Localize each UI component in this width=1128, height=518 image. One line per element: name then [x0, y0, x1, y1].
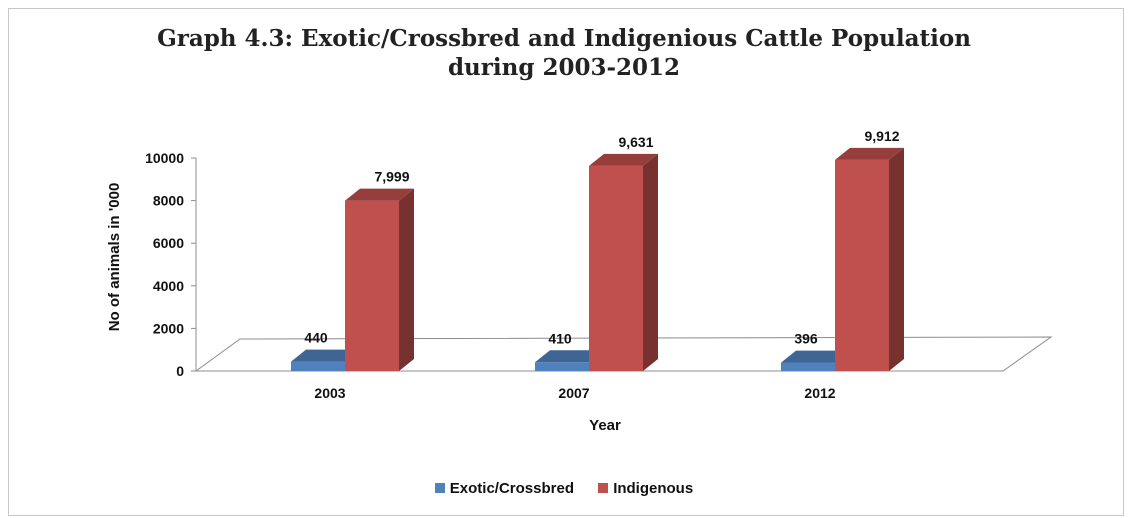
- y-axis: 0 2000 4000 6000 8000 10000: [145, 150, 197, 379]
- bar-indigenous-2007-front: [589, 165, 643, 371]
- bar-indigenous-2007-side: [643, 153, 658, 371]
- legend-label-exotic: Exotic/Crossbred: [449, 480, 575, 497]
- chart-title: Graph 4.3: Exotic/Crossbred and Indigeni…: [0, 24, 1128, 82]
- legend-swatch-exotic: [434, 483, 445, 493]
- bar-indigenous-2012-top: [835, 147, 904, 160]
- bar-exotic-2007-top: [535, 350, 604, 363]
- bar-exotic-2003-front: [291, 361, 345, 371]
- x-tick-label: 2012: [804, 385, 835, 401]
- x-axis: 2003 2007 2012: [314, 385, 835, 401]
- bar-indigenous-2003-data-label: 7,999: [374, 169, 409, 185]
- bar-indigenous-2012-data-label: 9,912: [864, 128, 899, 144]
- bar-indigenous-2007-top: [589, 153, 658, 166]
- bars: 440 7,999 410 9,631 396 9,912: [291, 128, 904, 371]
- y-tick-label: 10000: [145, 150, 184, 166]
- bar-exotic-2007-front: [535, 362, 589, 371]
- bar-exotic-2012-data-label: 396: [794, 331, 818, 347]
- bar-indigenous-2003-top: [345, 188, 414, 201]
- chart-title-line-2: during 2003-2012: [447, 54, 681, 81]
- y-tick-label: 2000: [153, 320, 184, 336]
- y-tick-label: 6000: [153, 235, 184, 251]
- bar-indigenous-2003-front: [345, 200, 399, 371]
- bar-exotic-2003-top: [291, 349, 360, 362]
- bar-indigenous-2003-side: [399, 188, 414, 371]
- bar-exotic-2012-top: [781, 350, 850, 363]
- legend-swatch-indigenous: [598, 483, 609, 493]
- chart-title-line-1: Graph 4.3: Exotic/Crossbred and Indigeni…: [157, 25, 971, 52]
- bar-indigenous-2012-front: [835, 159, 889, 371]
- bar-exotic-2007-data-label: 410: [548, 330, 572, 346]
- x-tick-label: 2007: [558, 385, 589, 401]
- legend-label-indigenous: Indigenous: [613, 480, 694, 497]
- plot-floor: [194, 336, 1053, 372]
- bar-indigenous-2007-data-label: 9,631: [618, 134, 653, 150]
- chart-frame: [8, 8, 1124, 516]
- plot-floor-outline: [194, 336, 1053, 372]
- legend-item-exotic: Exotic/Crossbred: [434, 480, 575, 497]
- x-axis-label: Year: [589, 417, 621, 434]
- bar-indigenous-2012: [835, 147, 904, 371]
- legend: Exotic/Crossbred Indigenous: [0, 480, 1128, 497]
- bar-indigenous-2012-side: [889, 147, 904, 371]
- bar-indigenous-2003: [345, 188, 414, 371]
- bar-exotic-2012-front: [781, 362, 835, 371]
- legend-item-indigenous: Indigenous: [598, 480, 693, 497]
- bar-exotic-2003-data-label: 440: [304, 330, 328, 346]
- y-tick-label: 0: [176, 363, 184, 379]
- y-tick-label: 8000: [153, 193, 184, 209]
- y-tick-label: 4000: [153, 278, 184, 294]
- bar-indigenous-2007: [589, 153, 658, 371]
- y-axis-label: No of animals in '000: [106, 183, 123, 332]
- x-tick-label: 2003: [314, 385, 345, 401]
